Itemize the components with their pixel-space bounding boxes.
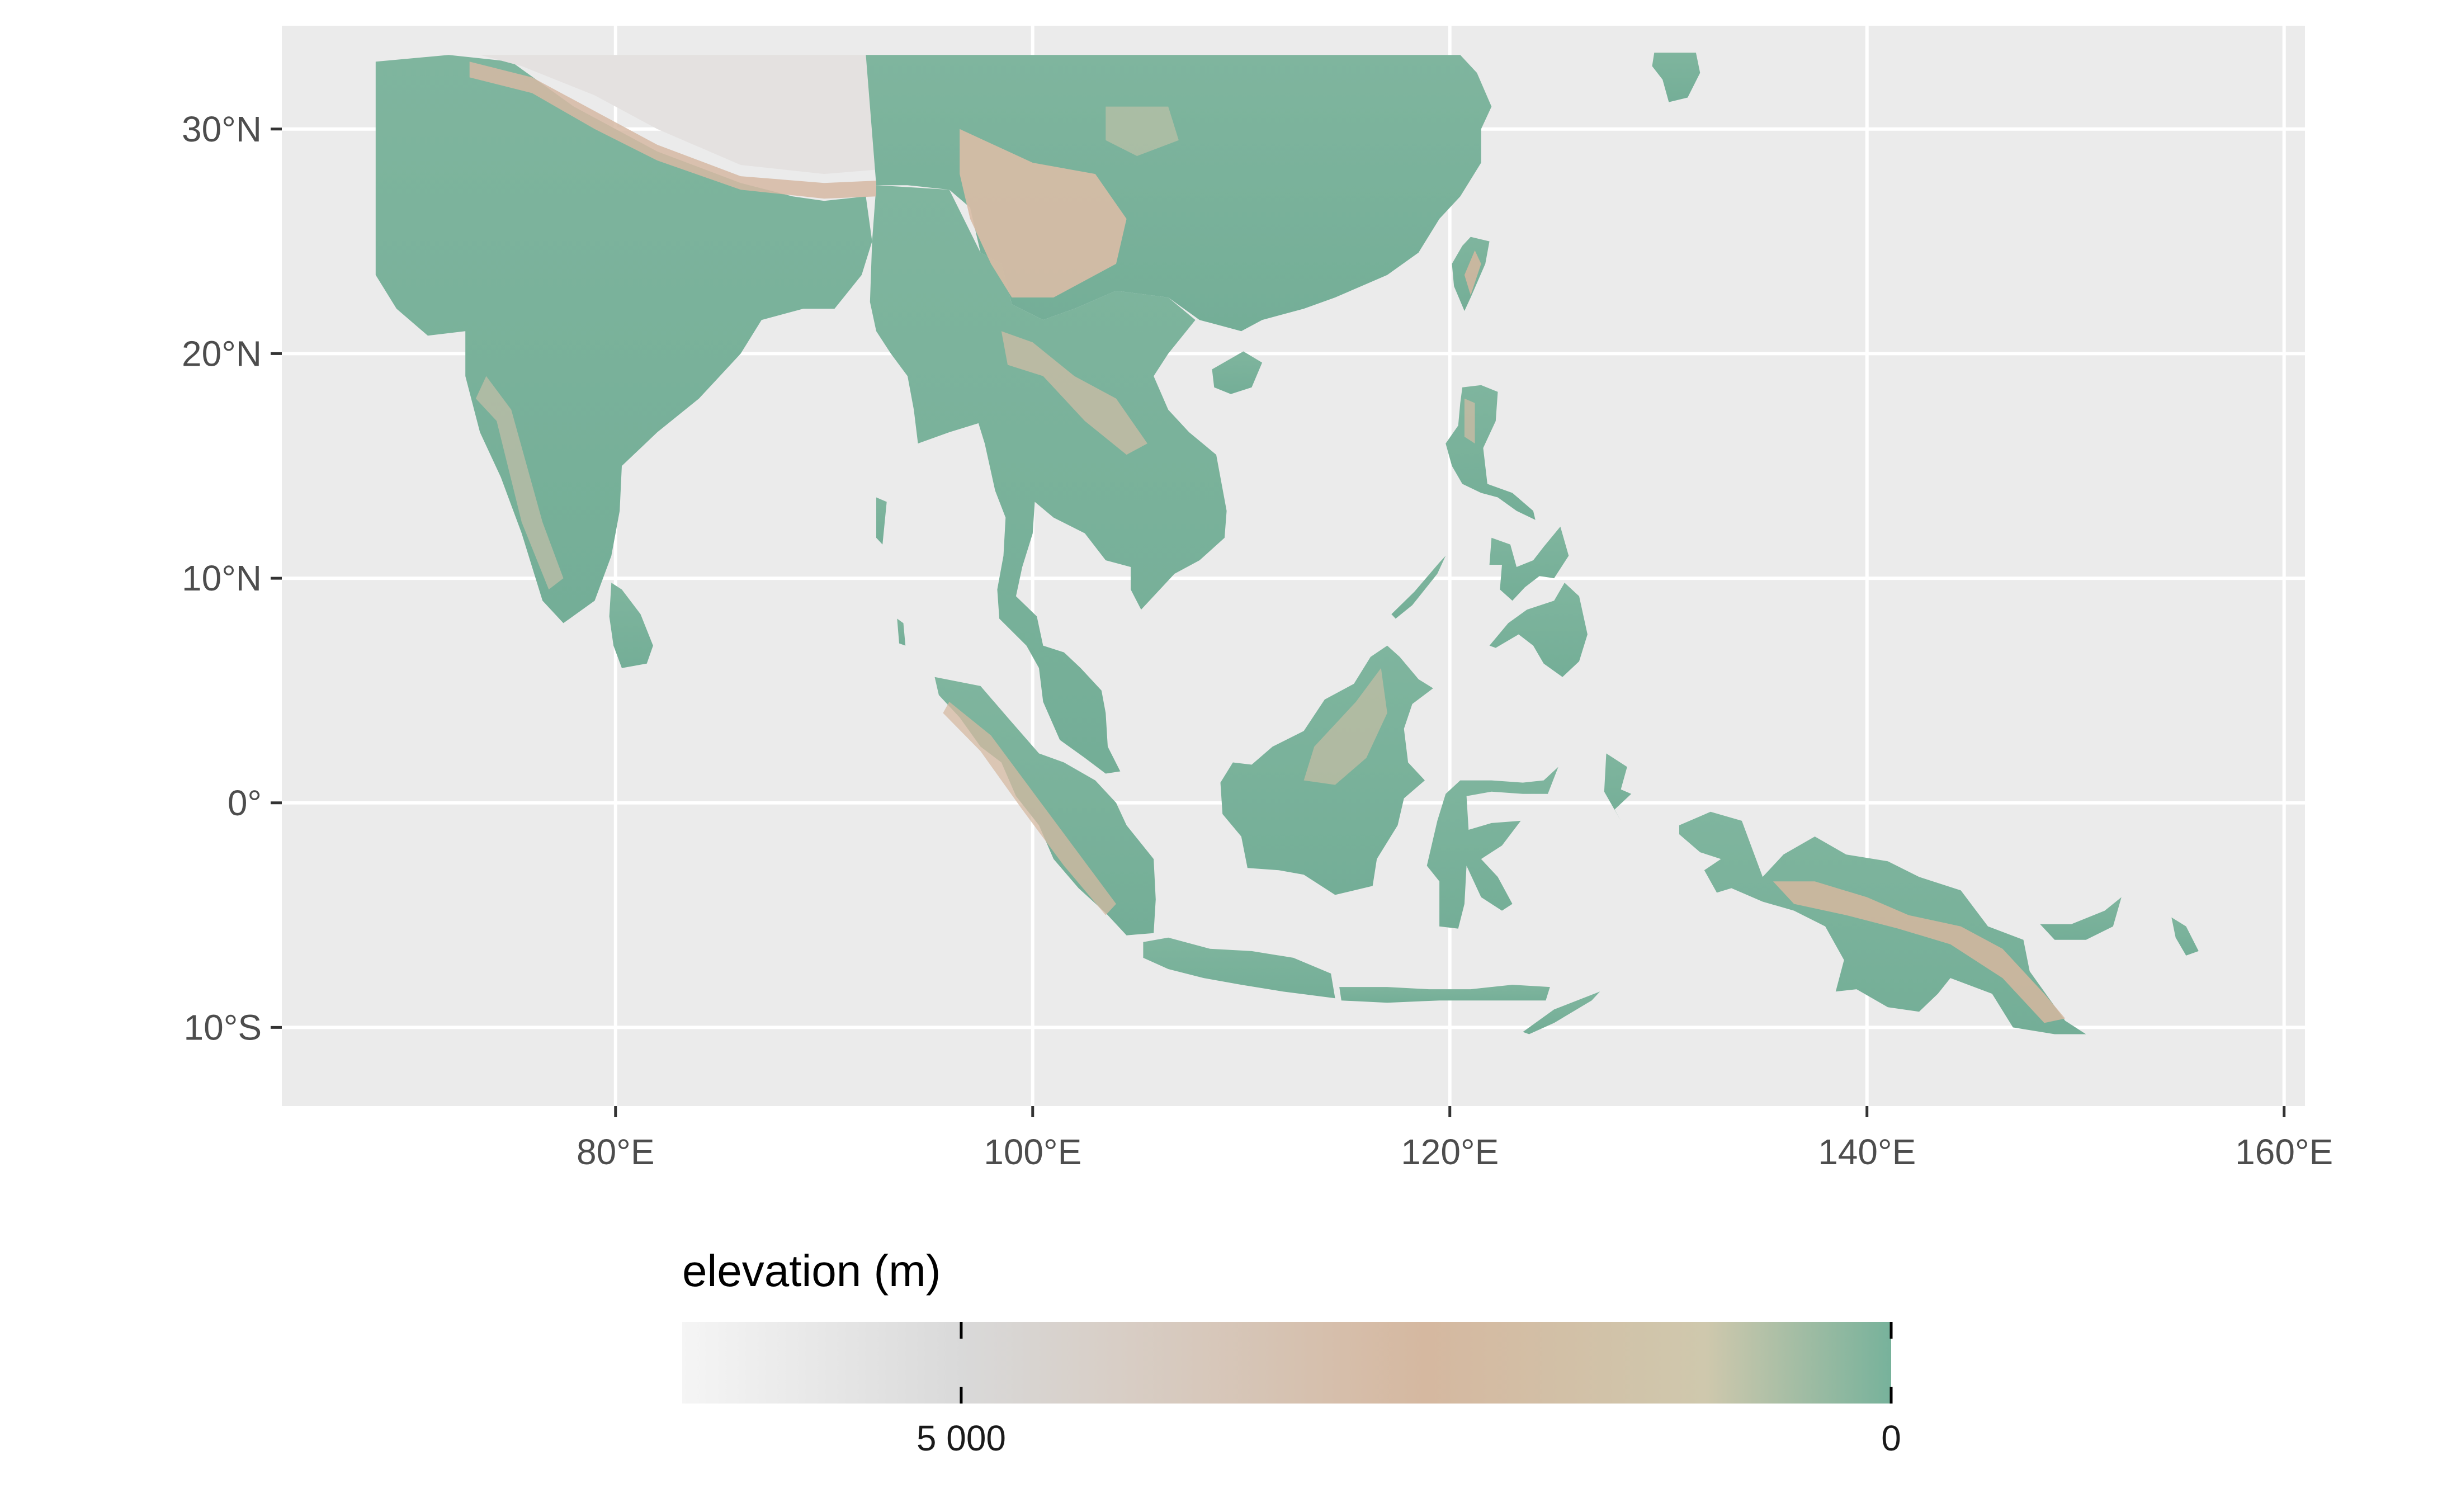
legend-tick-label-0: 5 000 [917,1418,1006,1458]
land-mindanao [1489,583,1588,677]
elevation-shading-new-guinea-cordillera [1773,881,2066,1023]
land-halmahera [1604,753,1632,821]
land-palawan [1391,555,1446,619]
land-lesser-sundas [1339,985,1550,1003]
land-new-britain [2040,897,2122,940]
longitude-axis: 80°E 100°E 120°E 140°E 160°E [577,1106,2333,1172]
elevation-shading-sumatra-barisan [943,702,1116,915]
lon-tick-label-2: 120°E [1401,1132,1499,1172]
elevation-shading-himalaya-foothill-band [469,62,876,199]
land-sulawesi [1426,767,1558,929]
lon-tick-label-4: 160°E [2235,1132,2333,1172]
land-visayas [1489,526,1569,601]
land-andaman [876,497,887,545]
legend-tick-label-1: 0 [1881,1418,1901,1458]
elevation-shading-luzon-cordillera [1464,398,1475,444]
land-bougainville [2171,917,2199,956]
land-indian-subcontinent [375,55,872,623]
elevation-legend: elevation (m) 5 000 0 [682,1246,1901,1458]
land-indochina [870,185,1227,774]
land-elevation-layer [375,53,2199,1034]
lon-tick-label-3: 140°E [1818,1132,1916,1172]
lon-tick-label-1: 100°E [984,1132,1081,1172]
elevation-shading-indochina-ranges [1001,331,1147,455]
latitude-axis: 30°N 20°N 10°N 0° 10°S [182,109,282,1047]
land-japan-kyushu [1652,53,1700,102]
land-timor [1523,991,1600,1034]
lon-tick-label-0: 80°E [577,1132,654,1172]
lat-tick-label-0: 30°N [182,109,262,149]
elevation-shading-deccan-ghats [475,376,564,590]
elevation-shading-borneo-interior [1303,668,1387,785]
lat-tick-label-1: 20°N [182,333,262,374]
legend-title: elevation (m) [682,1246,941,1296]
elevation-shading-taiwan-central-range [1464,250,1481,295]
elevation-shading-sichuan-basin-rim [1106,106,1179,156]
legend-ticks: 5 000 0 [917,1322,1901,1458]
lat-tick-label-3: 0° [228,783,262,823]
land-hainan [1212,351,1263,394]
land-nicobar [897,618,906,646]
lat-tick-label-4: 10°S [184,1007,262,1047]
lat-tick-label-2: 10°N [182,558,262,598]
land-java [1143,937,1335,999]
elevation-shading-yunnan-highlands [960,129,1127,298]
land-sri-lanka [609,583,653,668]
legend-colorbar [682,1322,1891,1404]
